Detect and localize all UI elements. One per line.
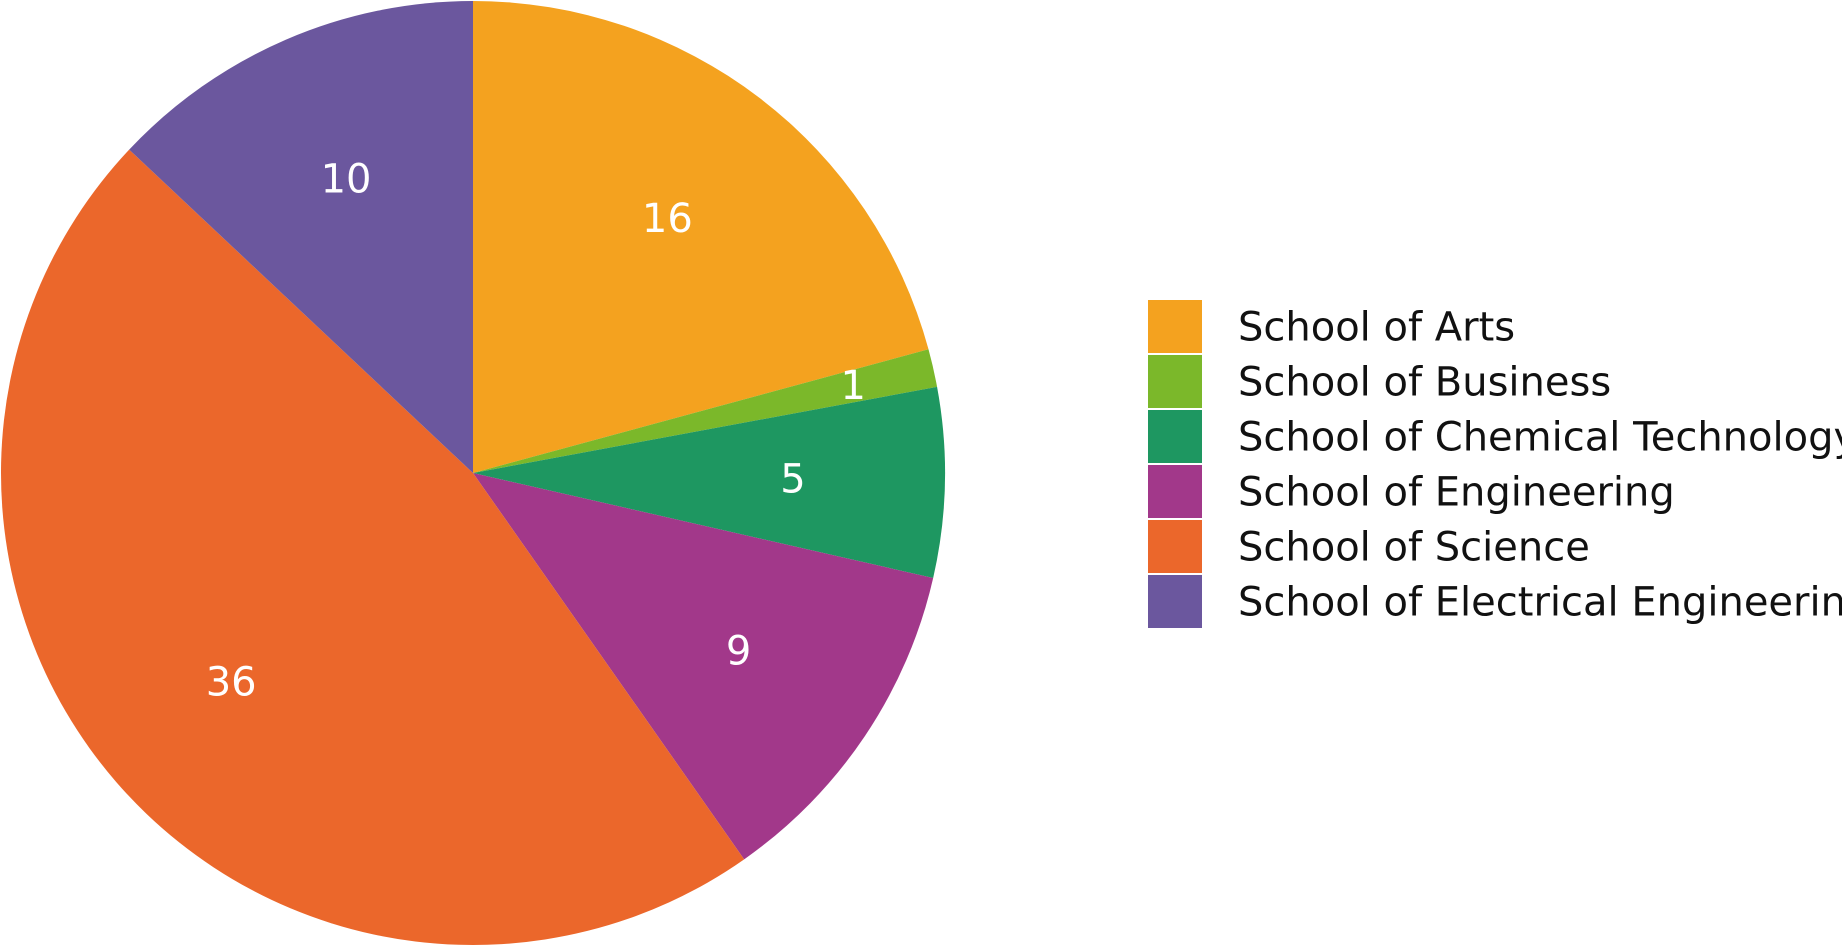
pie-slice (473, 349, 938, 473)
legend-swatch (1148, 465, 1202, 518)
slice-value-label: 1 (840, 363, 865, 409)
legend-label: School of Arts (1238, 305, 1515, 351)
slice-value-label: 9 (726, 628, 751, 674)
pie-slice (129, 1, 473, 473)
legend: School of Arts School of Business School o… (1148, 300, 1842, 628)
legend-label: School of Electrical Engineering (1238, 580, 1842, 626)
legend-label: School of Chemical Technology (1238, 415, 1842, 461)
pie-slices (0, 1, 946, 946)
legend-swatch (1148, 520, 1202, 573)
legend-swatch (1148, 300, 1202, 353)
legend-swatch (1148, 410, 1202, 463)
pie-slice-labels: 16 1 5 9 36 10 (206, 156, 866, 705)
slice-value-label: 16 (642, 196, 693, 242)
legend-swatch (1148, 575, 1202, 628)
slice-value-label: 36 (206, 660, 257, 706)
slice-value-label: 5 (780, 457, 805, 503)
slice-value-label: 10 (321, 156, 372, 202)
pie-slice (473, 386, 946, 579)
pie-slice (0, 149, 745, 946)
pie-slice (473, 1, 929, 473)
legend-label: School of Science (1238, 525, 1590, 571)
legend-swatch (1148, 355, 1202, 408)
pie-slice (473, 473, 934, 860)
legend-label: School of Engineering (1238, 470, 1675, 516)
legend-label: School of Business (1238, 360, 1611, 406)
